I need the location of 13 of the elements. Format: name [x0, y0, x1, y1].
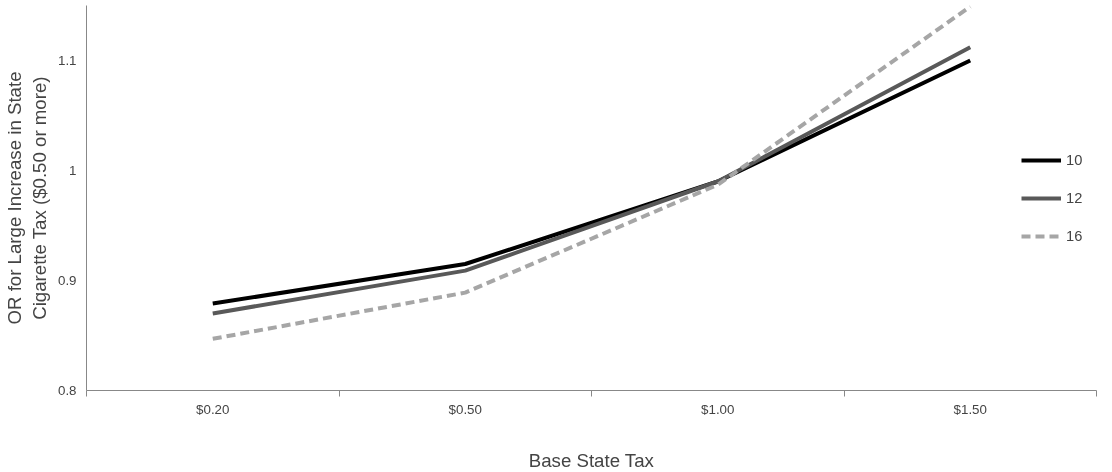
- y-tick-label: 1: [69, 163, 77, 178]
- x-axis-title: Base State Tax: [528, 449, 655, 471]
- y-tick-label: 0.8: [57, 383, 77, 398]
- x-tick-label: $0.20: [196, 401, 230, 417]
- x-tick-label: $1.50: [953, 401, 987, 417]
- y-axis-title: OR for Large Increase in State Cigarette Tax ($0.50 or more): [3, 71, 50, 325]
- y-tick-label: 1.1: [57, 53, 77, 68]
- legend-label: 16: [1066, 227, 1084, 244]
- legend-label: 12: [1066, 189, 1084, 206]
- legend-label: 10: [1066, 151, 1084, 168]
- y-tick-label: 0.9: [57, 273, 77, 288]
- x-tick-label: $1.00: [701, 401, 735, 417]
- x-tick-label: $0.50: [448, 401, 482, 417]
